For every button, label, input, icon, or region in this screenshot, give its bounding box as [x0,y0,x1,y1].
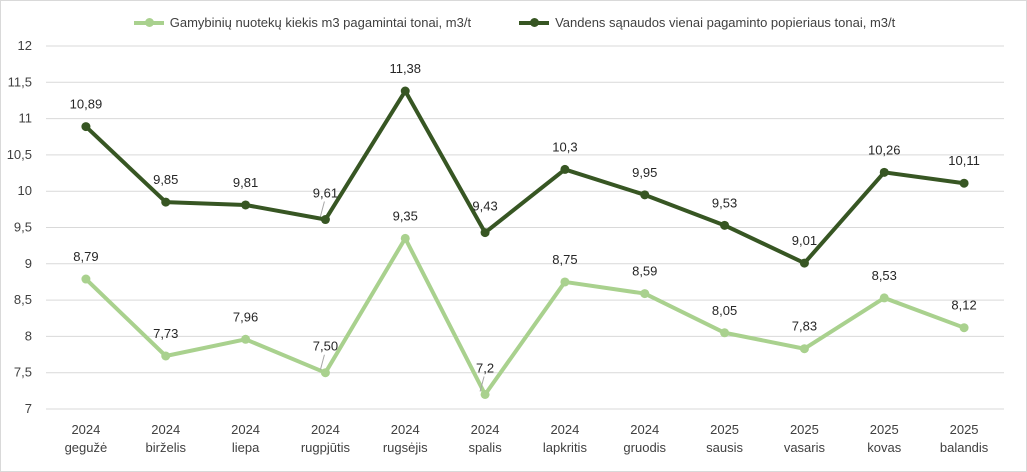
data-label: 8,59 [632,264,657,279]
data-point [879,293,889,303]
data-point [241,334,251,344]
x-tick-label-year: 2024 [391,422,420,437]
y-tick-label: 10,5 [7,147,32,162]
data-point [161,197,171,207]
label-leader-line [319,354,325,370]
x-tick-label-month: liepa [232,440,260,455]
y-tick-label: 10 [18,183,32,198]
data-point [400,86,410,96]
data-label: 8,75 [552,252,577,267]
data-point [241,200,251,210]
legend-swatch-water-usage [519,17,550,27]
legend-swatch-wastewater [133,17,164,27]
data-label: 10,89 [70,97,103,112]
y-tick-label: 9,5 [14,220,32,235]
x-tick-label-year: 2024 [471,422,500,437]
data-label: 7,2 [476,360,494,375]
x-tick-label-month: lapkritis [543,440,588,455]
x-tick-label-year: 2024 [71,422,100,437]
data-label: 9,01 [792,233,817,248]
data-label: 8,05 [712,303,737,318]
data-label: 9,85 [153,172,178,187]
data-point [480,228,490,238]
y-tick-label: 9 [25,256,32,271]
x-tick-label-year: 2025 [790,422,819,437]
y-tick-label: 8,5 [14,292,32,307]
x-tick-label-month: sausis [706,440,743,455]
y-tick-label: 7,5 [14,365,32,380]
y-tick-label: 11,5 [8,74,32,89]
data-label: 10,11 [948,153,980,168]
x-tick-label-month: rugpjūtis [301,440,351,455]
x-tick-label-month: rugsėjis [383,440,428,455]
legend-label-water-usage: Vandens sąnaudos vienai pagaminto popier… [555,15,896,30]
data-point [560,277,570,287]
data-label: 9,95 [632,165,657,180]
data-point [480,389,490,399]
y-tick-label: 8 [25,328,32,343]
legend-item-wastewater[interactable]: Gamybinių nuotekų kiekis m3 pagamintai t… [133,15,472,30]
data-point [720,328,730,338]
x-tick-label-month: vasaris [784,440,826,455]
data-label: 9,53 [712,195,737,210]
x-tick-label-month: kovas [867,440,901,455]
data-point [81,274,91,284]
data-label: 7,96 [233,309,258,324]
data-point [720,220,730,230]
series-line-0 [83,236,967,397]
data-label: 10,3 [552,139,577,154]
data-label: 9,43 [472,199,497,214]
data-label: 11,38 [389,61,421,76]
data-label: 7,50 [313,339,338,354]
label-leader-line [479,376,485,392]
label-leader-line [319,201,325,217]
x-tick-label-year: 2024 [311,422,340,437]
x-tick-label-year: 2024 [231,422,260,437]
x-tick-label-year: 2025 [710,422,739,437]
data-point [959,323,969,333]
data-label: 7,83 [792,319,817,334]
x-tick-label-year: 2024 [630,422,659,437]
x-tick-label-year: 2024 [550,422,579,437]
data-label: 7,73 [153,326,178,341]
data-point [161,351,171,361]
data-point [799,258,809,268]
legend-item-water-usage[interactable]: Vandens sąnaudos vienai pagaminto popier… [519,15,895,30]
data-label: 9,81 [233,175,258,190]
data-point [320,215,330,225]
x-tick-label-month: balandis [940,440,989,455]
x-tick-label-year: 2025 [950,422,979,437]
x-tick-label-month: spalis [468,440,502,455]
data-label: 9,35 [393,208,418,223]
x-tick-label-month: gruodis [623,440,666,455]
legend-label-wastewater: Gamybinių nuotekų kiekis m3 pagamintai t… [169,15,472,30]
data-label: 9,61 [313,186,338,201]
data-label: 8,53 [872,268,897,283]
x-tick-label-year: 2025 [870,422,899,437]
data-point [799,344,809,354]
data-point [640,289,650,299]
data-point [320,368,330,378]
data-label: 10,26 [868,142,901,157]
data-point [81,122,91,132]
legend: Gamybinių nuotekų kiekis m3 pagamintai t… [1,15,1027,30]
data-point [640,190,650,200]
y-tick-label: 11 [19,111,33,126]
data-point [560,164,570,174]
series-line-1 [83,89,967,266]
data-point [400,233,410,243]
y-tick-label: 7 [25,401,32,416]
data-point [959,178,969,188]
data-point [879,167,889,177]
x-tick-label-year: 2024 [151,422,180,437]
x-tick-label-month: birželis [146,440,187,455]
data-label: 8,12 [951,298,976,313]
x-tick-label-month: gegužė [65,440,108,455]
data-label: 8,79 [73,249,98,264]
y-tick-label: 12 [18,38,32,53]
